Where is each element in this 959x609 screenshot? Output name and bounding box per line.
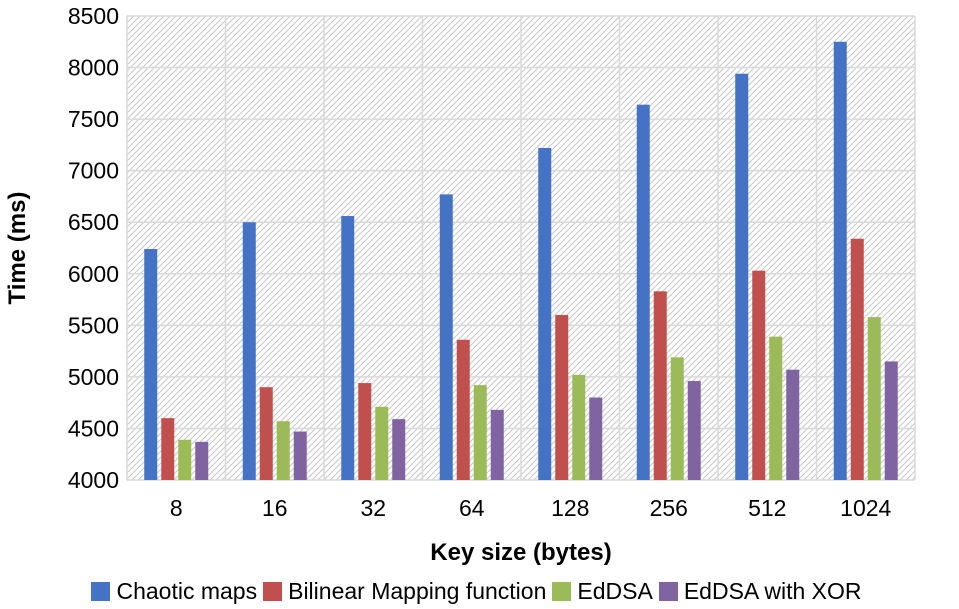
x-tick-label: 32 [360,495,386,521]
legend-label: Bilinear Mapping function [288,577,547,604]
bar [178,439,192,480]
y-axis-ticks: 4000 4500 5000 5500 6000 6500 7000 7500 8000 8500 [68,3,119,493]
bar [589,397,603,480]
legend-swatch [91,581,111,601]
legend-swatch [552,581,572,601]
bar [769,336,783,480]
bar [867,317,881,480]
legend-item: EdDSA with XOR [658,577,862,605]
bar [392,419,406,480]
x-tick-label: 256 [650,495,688,521]
legend-label: EdDSA with XOR [683,577,862,604]
bar [161,418,175,480]
bar [276,421,290,480]
bar [456,339,470,480]
bar [670,357,684,480]
bar [572,374,586,480]
bar [259,387,273,480]
y-tick-label: 4000 [68,467,119,493]
y-tick-label: 5500 [68,312,119,338]
bar-chart: 4000 4500 5000 5500 6000 6500 7000 7500 8000 8500… [4,3,916,566]
x-tick-label: 128 [551,495,589,521]
bar [687,381,701,480]
bar [850,238,864,480]
legend-label: EdDSA [577,577,653,604]
legend-label: Chaotic maps [116,577,258,604]
x-axis-ticks: 8 16 32 64 128 256 512 1024 [170,495,892,521]
bar [735,73,749,481]
bar [242,222,256,480]
legend-item: Chaotic maps [91,578,257,605]
bar [752,270,766,480]
bar [439,194,453,481]
x-tick-label: 512 [748,495,786,521]
y-tick-label: 4500 [68,415,119,441]
legend: Chaotic maps Bilinear Mapping function EdD… [0,574,959,608]
bar [375,406,389,480]
y-axis-label: Time (ms) [4,192,31,305]
y-tick-label: 6500 [68,209,119,235]
bar [833,41,847,481]
gridlines [126,15,916,481]
bar [555,315,569,480]
bar [884,361,898,480]
bar [195,441,209,480]
bar [293,431,307,480]
x-tick-label: 1024 [840,495,891,521]
x-tick-label: 8 [170,495,183,521]
bar [490,409,504,480]
bar [636,104,650,481]
legend-item: EdDSA [552,577,653,605]
y-tick-label: 7500 [68,106,119,132]
bar [473,385,487,480]
bar [144,249,158,480]
bars [144,41,898,481]
bar [358,383,372,480]
x-axis-label: Key size (bytes) [430,539,611,566]
bar [538,147,552,480]
x-tick-label: 64 [459,495,485,521]
legend-item: Bilinear Mapping function [263,578,546,605]
bar [341,216,355,480]
y-tick-label: 8000 [68,55,119,81]
legend-swatch [658,581,678,601]
y-tick-label: 5000 [68,364,119,390]
x-tick-label: 16 [262,495,288,521]
bar [653,291,667,480]
y-tick-label: 6000 [68,261,119,287]
y-tick-label: 8500 [68,3,119,29]
bar [786,369,800,480]
y-tick-label: 7000 [68,158,119,184]
legend-swatch [263,581,283,601]
